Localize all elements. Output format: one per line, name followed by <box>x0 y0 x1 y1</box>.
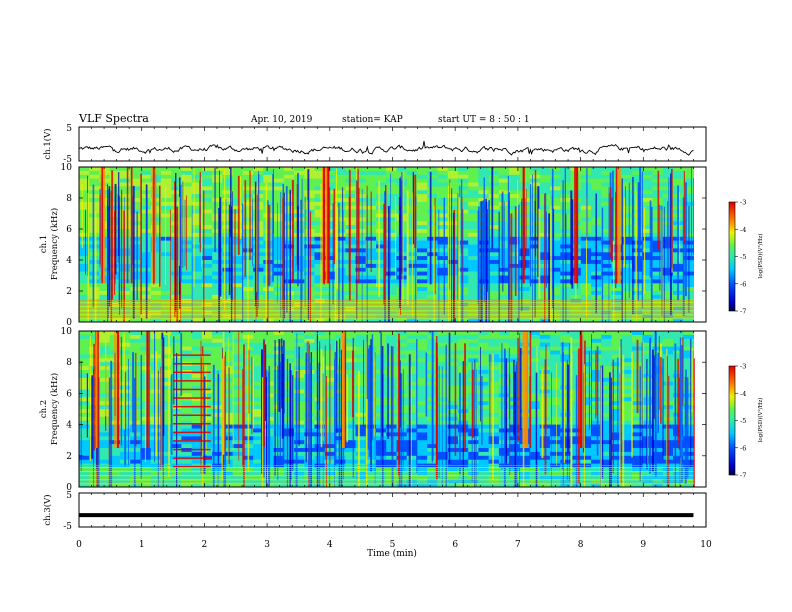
ch1-colorbar-label: log(PSD)(V²/Hz) <box>757 234 764 279</box>
ch1-spectrogram-xticks <box>78 167 707 322</box>
ch1-waveform-frame <box>78 126 707 162</box>
ch1-ytick-bottom: -5 <box>63 155 72 165</box>
colorbar-tick-label: -7 <box>740 472 746 480</box>
x-tick-label: 8 <box>578 540 584 550</box>
ch2-colorbar-label: log(PSD)(V²/Hz) <box>757 398 764 443</box>
y-tick-label: 10 <box>61 163 73 173</box>
figure-title: VLF Spectra <box>78 112 149 125</box>
colorbar-tick-label: -6 <box>740 444 746 452</box>
ch1-spectrogram-image <box>79 167 706 322</box>
y-tick-label: 4 <box>66 421 72 431</box>
date-label: Apr. 10, 2019 <box>250 115 313 125</box>
ch3-waveform-ticks <box>78 493 707 527</box>
ch2-frequency-label: Frequency (kHz) <box>49 373 60 445</box>
start-time-label: start UT = 8 : 50 : 1 <box>438 115 530 125</box>
y-tick-label: 6 <box>66 225 72 235</box>
ch1-waveform-ticks <box>78 127 707 161</box>
ch2-spectrogram-image <box>79 331 706 487</box>
x-tick-label: 4 <box>327 540 333 550</box>
ch1-waveform-ylabel: ch.1(V) <box>42 128 53 159</box>
y-tick-label: 4 <box>66 256 72 266</box>
x-tick-label: 0 <box>76 540 82 550</box>
ch3-waveform-ylabel: ch.3(V) <box>42 494 53 525</box>
ch1-colorbar-ticks: -3 -4 -5 -6 -7 <box>735 199 746 316</box>
x-tick-label: 5 <box>390 540 396 550</box>
ch3-ytick-top: 5 <box>66 491 72 501</box>
colorbar-tick-label: -3 <box>740 199 746 207</box>
ch1-ytick-top: 5 <box>66 124 72 134</box>
ch1-frequency-label: Frequency (kHz) <box>49 208 60 280</box>
colorbar-tick-label: -5 <box>740 417 746 425</box>
ch1-channel-label: ch.1 <box>39 235 49 253</box>
x-tick-label: 9 <box>640 540 646 550</box>
x-tick-label: 6 <box>452 540 458 550</box>
y-tick-label: 8 <box>66 194 72 204</box>
y-tick-label: 2 <box>66 287 72 297</box>
y-tick-label: 8 <box>66 358 72 368</box>
x-tick-label: 3 <box>264 540 270 550</box>
y-tick-label: 6 <box>66 389 72 399</box>
y-tick-label: 0 <box>66 483 72 493</box>
x-tick-label: 7 <box>515 540 521 550</box>
x-tick-label: 1 <box>139 540 145 550</box>
y-tick-label: 10 <box>61 327 73 337</box>
colorbar-tick-label: -5 <box>740 253 746 261</box>
x-axis-tick-labels: 0 1 2 3 4 5 6 7 8 9 10 <box>76 540 712 550</box>
colorbar-tick-label: -4 <box>740 226 746 234</box>
ch2-spectrogram-xticks <box>78 331 707 487</box>
y-tick-label: 2 <box>66 452 72 462</box>
ch3-waveform-panel: 5 -5 ch.3(V) <box>42 491 707 532</box>
ch3-ytick-bottom: -5 <box>63 522 72 532</box>
ch2-spectrogram-yticks: 0 2 4 6 8 10 <box>61 327 706 493</box>
ch2-colorbar-ticks: -3 -4 -5 -6 -7 <box>735 363 746 480</box>
ch1-spectrogram-yticks: 0 2 4 6 8 10 <box>61 163 706 328</box>
x-axis-label: Time (min) <box>367 548 417 559</box>
ch1-waveform-panel: 5 -5 ch.1(V) <box>42 124 707 165</box>
colorbar-tick-label: -7 <box>740 308 746 316</box>
x-tick-label: 10 <box>700 540 712 550</box>
ch1-waveform-line <box>78 141 694 156</box>
colorbar-tick-label: -3 <box>740 363 746 371</box>
ch2-channel-label: ch.2 <box>39 400 49 418</box>
ch1-colorbar <box>728 201 736 312</box>
ch2-colorbar <box>728 365 736 476</box>
x-tick-label: 2 <box>202 540 208 550</box>
y-tick-label: 0 <box>66 318 72 328</box>
colorbar-tick-label: -4 <box>740 390 746 398</box>
station-label: station= KAP <box>342 115 403 125</box>
colorbar-tick-label: -6 <box>740 280 746 288</box>
ch3-waveform-frame <box>78 492 707 528</box>
